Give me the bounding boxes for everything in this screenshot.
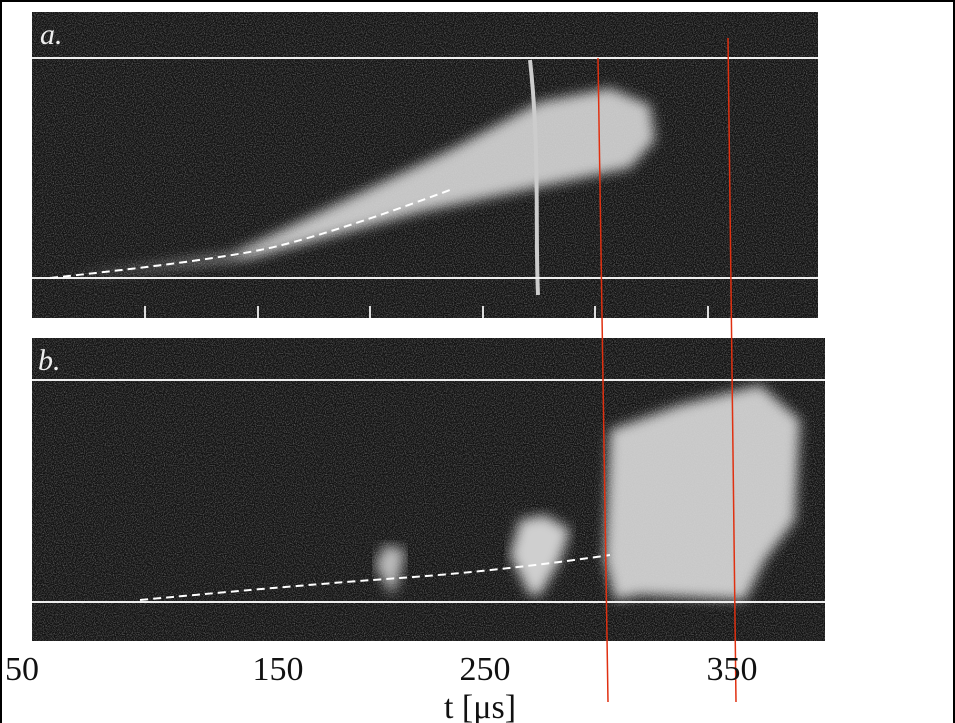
x-axis-label: t [μs] bbox=[444, 689, 516, 723]
panel-label: b. bbox=[38, 344, 61, 377]
panel-label: a. bbox=[40, 18, 63, 51]
figure: a. b. t [μs] 50 150 250 350 bbox=[0, 0, 955, 723]
x-tick-label: 350 bbox=[707, 651, 758, 688]
x-tick-label: 150 bbox=[253, 651, 304, 688]
x-tick-label: 50 bbox=[5, 651, 39, 688]
x-tick-label: 250 bbox=[460, 651, 511, 688]
